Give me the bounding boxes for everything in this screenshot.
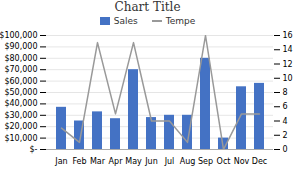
- svg-text:$40,000: $40,000: [4, 99, 37, 108]
- html-text:Tempe: Tempe: [165, 16, 196, 26]
- svg-text:4: 4: [283, 117, 288, 126]
- svg-text:8: 8: [283, 88, 288, 97]
- svg-text:$10,000: $10,000: [4, 134, 37, 143]
- html-text:Chart Title: Chart Title: [114, 0, 181, 14]
- svg-text:10: 10: [283, 74, 293, 83]
- svg-text:$50,000: $50,000: [4, 88, 37, 97]
- svg-text:$20,000: $20,000: [4, 122, 37, 131]
- svg-text:Oct: Oct: [217, 157, 231, 166]
- svg-text:12: 12: [283, 60, 293, 69]
- html-text:Sales: Sales: [113, 16, 138, 26]
- svg-text:$80,000: $80,000: [4, 54, 37, 63]
- svg-text:$30,000: $30,000: [4, 111, 37, 120]
- svg-text:Nov: Nov: [234, 157, 250, 166]
- svg-text:$-: $-: [30, 145, 38, 154]
- svg-text:Dec: Dec: [252, 157, 267, 166]
- svg-text:Jun: Jun: [144, 157, 158, 166]
- svg-text:0: 0: [283, 145, 288, 154]
- svg-text:$60,000: $60,000: [4, 77, 37, 86]
- svg-text:$90,000: $90,000: [4, 42, 37, 51]
- svg-text:6: 6: [283, 102, 288, 111]
- svg-text:Apr: Apr: [109, 157, 124, 166]
- svg-text:Mar: Mar: [90, 157, 106, 166]
- svg-text:$70,000: $70,000: [4, 65, 37, 74]
- svg-text:Feb: Feb: [72, 157, 86, 166]
- svg-text:2: 2: [283, 131, 288, 140]
- svg-text:16: 16: [283, 31, 293, 40]
- svg-text:May: May: [125, 157, 142, 166]
- svg-text:Sep: Sep: [198, 157, 213, 166]
- svg-text:Jul: Jul: [164, 157, 175, 166]
- svg-text:14: 14: [283, 45, 293, 54]
- svg-text:Jan: Jan: [54, 157, 67, 166]
- svg-text:$100,000: $100,000: [0, 31, 38, 40]
- svg-text:Aug: Aug: [180, 157, 196, 166]
